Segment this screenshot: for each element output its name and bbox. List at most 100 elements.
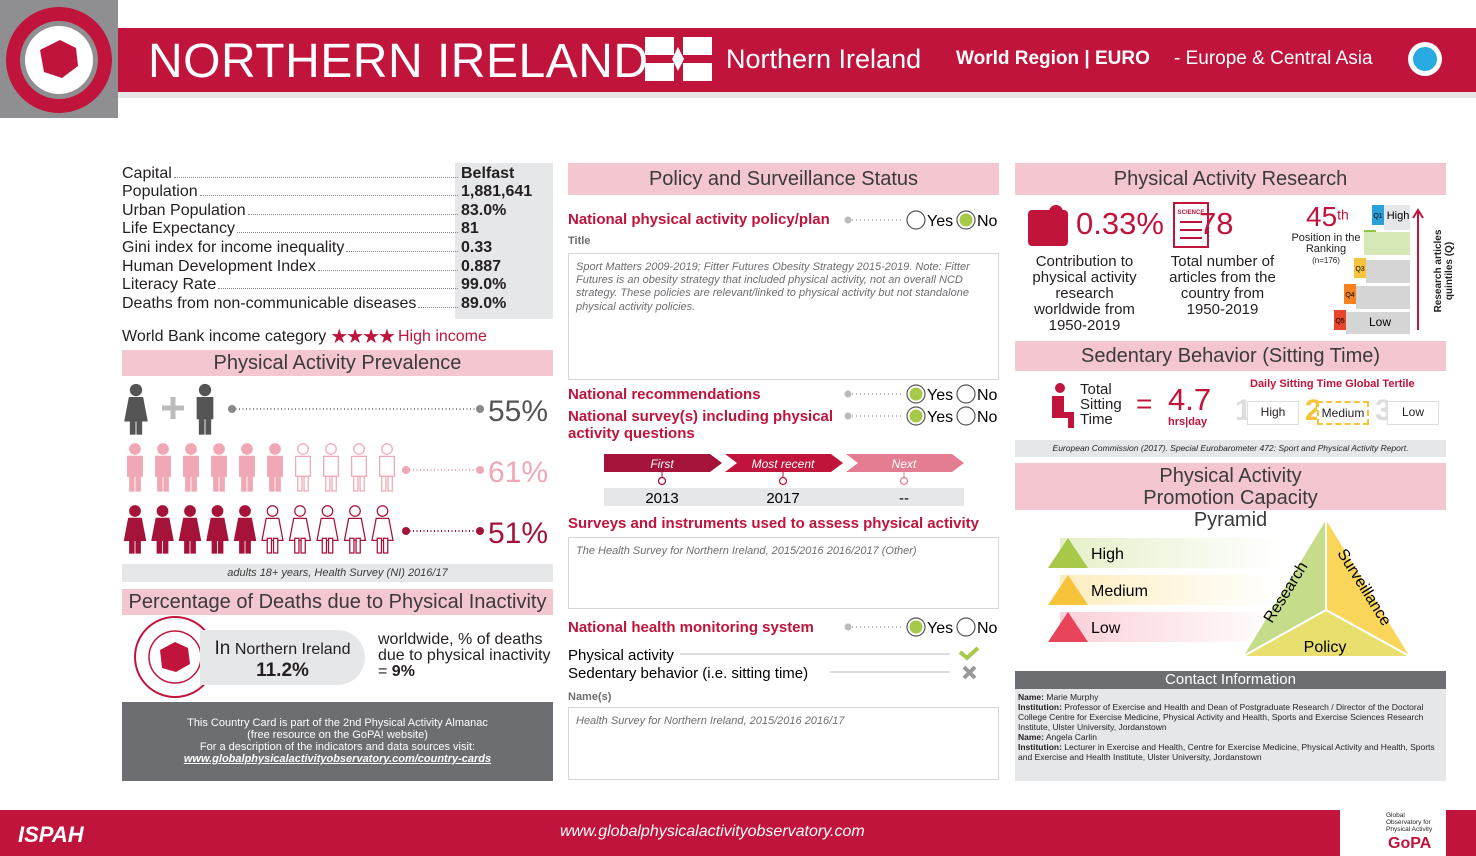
header-rule — [0, 92, 1476, 98]
person-icon — [127, 443, 143, 492]
fact-label: Capital — [122, 164, 172, 182]
footer-band — [0, 810, 1476, 856]
contact-label: Name: — [1018, 732, 1044, 742]
contact-entry: Institution: Lecturer in Exercise and He… — [1018, 742, 1443, 762]
deaths-pill: In Northern Ireland 11.2% — [200, 630, 365, 685]
person-part — [185, 475, 191, 492]
country-subtitle: Northern Ireland — [726, 44, 922, 74]
radio-label: No — [977, 387, 998, 404]
level-bar — [1060, 575, 1280, 605]
region-rest: - Europe & Central Asia — [1174, 48, 1373, 69]
fact-row: Gini index for income inequality 0.33 — [122, 238, 553, 257]
person-part — [124, 397, 148, 422]
person-part — [266, 537, 273, 554]
facts-value-bg — [455, 163, 553, 319]
quintile-tab — [1354, 258, 1366, 278]
person-part — [297, 475, 303, 492]
person-part — [239, 537, 245, 554]
person-icon — [323, 443, 339, 492]
person-part — [190, 537, 196, 554]
question-label: National physical activity policy/plan — [568, 211, 830, 228]
radio-label: No — [977, 620, 998, 637]
timeline-years-bg — [604, 488, 964, 506]
radio — [956, 384, 976, 404]
person-part — [321, 505, 334, 517]
person-part — [206, 517, 229, 542]
person-part — [325, 443, 337, 455]
prevalence-note: adults 18+ years, Health Survey (NI) 201… — [122, 564, 553, 582]
sitting-equals: = — [1136, 388, 1153, 419]
person-part — [247, 475, 253, 492]
header-band — [0, 28, 1476, 92]
names-text: Health Survey for Northern Ireland, 2015… — [568, 707, 999, 780]
contact-label: Institution: — [1018, 702, 1062, 712]
articles: 78 — [1199, 206, 1234, 241]
person-part — [297, 443, 309, 455]
income-label: World Bank income category — [122, 327, 327, 345]
timeline-dot — [657, 476, 667, 486]
person-icon — [379, 443, 395, 492]
person-part — [241, 443, 253, 455]
sitting-value: 4.7 — [1168, 382, 1212, 417]
deaths-map — [160, 642, 190, 672]
contact-entry: Name: Marie Murphy — [1018, 692, 1443, 702]
info-link: www.globalphysicalactivityobservatory.co… — [183, 753, 492, 765]
quintile-band — [1366, 260, 1410, 283]
person-part — [233, 517, 257, 542]
fact-row: Deaths from non-communicable diseases 89.… — [122, 294, 553, 313]
person-part — [353, 475, 359, 492]
person-part — [327, 537, 334, 554]
timeline-arrow — [846, 454, 964, 472]
fact-row: Life Expectancy 81 — [122, 220, 553, 239]
person-part — [349, 505, 361, 517]
person-part — [185, 443, 197, 455]
prevalence-value: 51% — [488, 517, 548, 550]
person-part — [382, 537, 389, 554]
fact-value: 89.0% — [461, 294, 507, 312]
info-line: (free resource on the GoPA! website) — [247, 729, 428, 741]
fact-dots — [199, 195, 458, 197]
question-label: National survey(s) including physical ac… — [568, 408, 834, 442]
person-part — [129, 475, 135, 492]
person-part — [376, 537, 383, 554]
radio-label: Yes — [927, 409, 953, 426]
pyramid-policy — [1238, 608, 1412, 658]
person-part — [129, 443, 141, 455]
policy-title: Policy and Surveillance Status — [568, 163, 999, 195]
quintile-band — [1346, 312, 1410, 334]
cross-mark — [962, 665, 977, 680]
person-icon — [239, 443, 255, 492]
monitoring-item: Physical activity — [568, 647, 674, 664]
rank-label: Position in the Ranking — [1291, 232, 1361, 255]
person-part — [359, 475, 365, 492]
person-icon — [343, 505, 367, 554]
person-icon — [267, 443, 283, 492]
contact-label: Institution: — [1018, 742, 1062, 752]
quintile-tab — [1334, 310, 1346, 330]
leader-end — [476, 405, 484, 413]
quintile-bg — [1384, 205, 1410, 230]
sitting-head — [1055, 383, 1065, 393]
question-leader-dot — [844, 623, 852, 631]
contact-entry: Name: Angela Carlin — [1018, 732, 1443, 742]
fact-dots — [346, 250, 458, 252]
tertile: 1 High — [1235, 394, 1301, 428]
rank-n: (n=176) — [1312, 256, 1340, 265]
radio — [906, 210, 926, 230]
shape — [672, 47, 684, 71]
fact-value: 0.887 — [461, 257, 502, 275]
tertile-title: Daily Sitting Time Global Tertile — [1250, 378, 1415, 390]
tertile: 3 Low — [1375, 394, 1441, 428]
person-icon — [206, 505, 229, 554]
tertile-label: Low — [1387, 401, 1439, 425]
radio-selected — [909, 387, 923, 401]
fact-label: Gini index for income inequality — [122, 238, 345, 256]
pyramid-title: Physical Activity Promotion Capacity Pyr… — [1015, 463, 1446, 531]
level-triangle — [1048, 538, 1088, 568]
level-label: Medium — [1091, 583, 1148, 600]
fact-label: Population — [122, 183, 198, 201]
flag — [645, 37, 712, 81]
level-label: Low — [1091, 620, 1121, 637]
prevalence-value: 55% — [488, 395, 548, 428]
